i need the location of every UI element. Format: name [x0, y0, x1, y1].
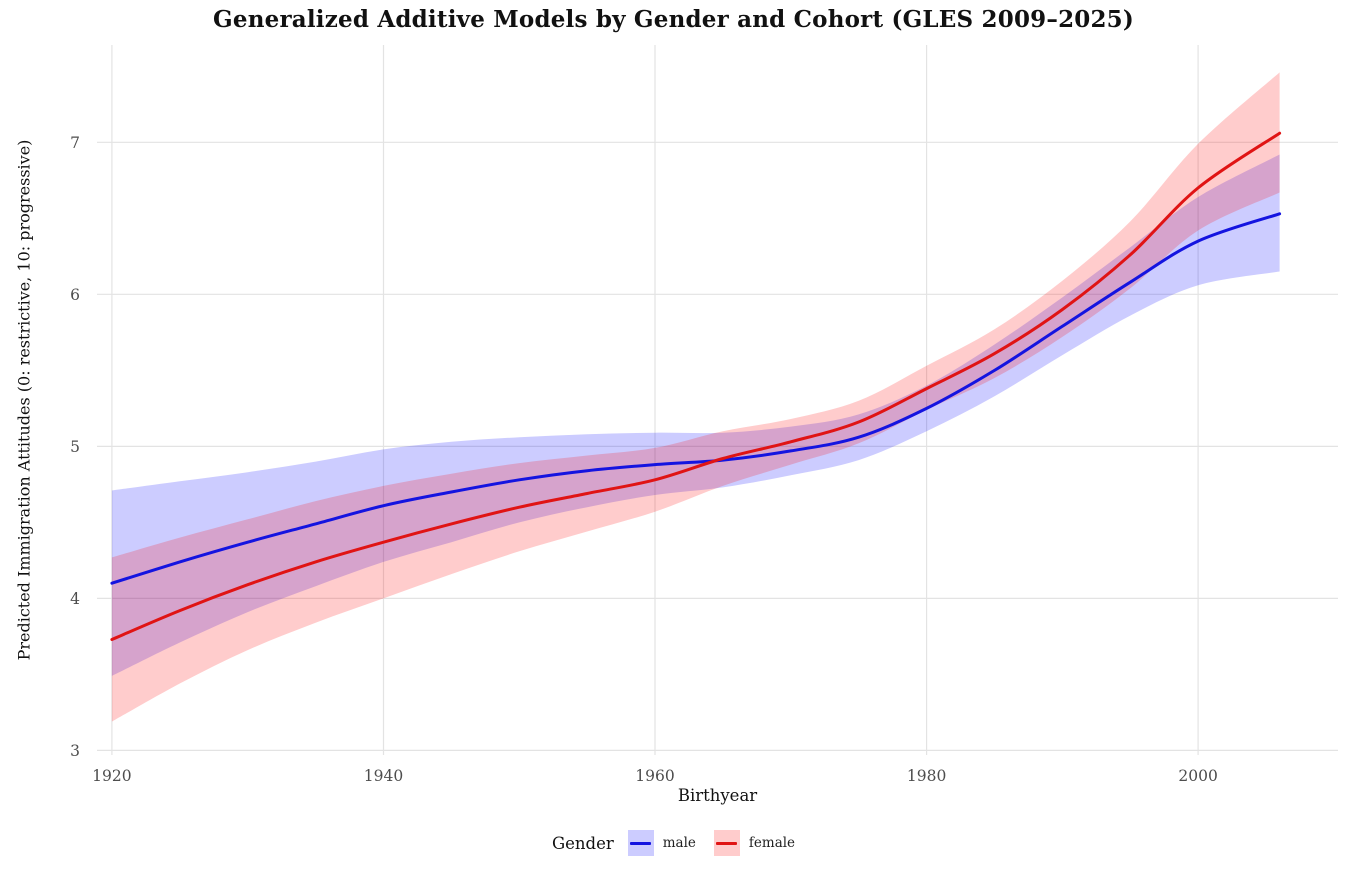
legend-key-line-male — [630, 841, 652, 845]
x-tick-label-1980: 1980 — [907, 767, 946, 785]
legend-key-male — [627, 830, 654, 856]
legend-item-male: male — [627, 830, 696, 856]
y-tick-label-4: 4 — [70, 590, 80, 608]
legend-key-line-female — [716, 841, 738, 845]
legend: Gender male female — [0, 830, 1347, 856]
ribbon-male — [111, 154, 1280, 676]
legend-title: Gender — [551, 833, 614, 853]
y-tick-label-7: 7 — [70, 134, 80, 152]
x-axis-title: Birthyear — [677, 786, 758, 805]
legend-label-male: male — [662, 835, 696, 851]
ribbon-female — [111, 72, 1280, 722]
chart-title: Generalized Additive Models by Gender an… — [213, 6, 1134, 33]
x-tick-label-1960: 1960 — [635, 767, 674, 785]
legend-items: male female — [627, 830, 796, 856]
legend-key-female — [713, 830, 740, 856]
y-axis-title: Predicted Immigration Attitudes (0: rest… — [14, 139, 34, 661]
y-tick-label-3: 3 — [70, 742, 80, 760]
line-male — [110, 212, 1282, 585]
x-tick-label-2000: 2000 — [1178, 767, 1217, 785]
y-tick-label-6: 6 — [70, 286, 80, 304]
plot-area: 3 4 5 6 7 1920 1940 1960 1980 2000 — [70, 45, 1338, 785]
x-tick-label-1920: 1920 — [92, 767, 131, 785]
line-female — [110, 131, 1282, 641]
y-tick-label-5: 5 — [70, 438, 80, 456]
legend-label-female: female — [748, 835, 796, 851]
legend-item-female: female — [713, 830, 796, 856]
x-tick-label-1940: 1940 — [364, 767, 403, 785]
